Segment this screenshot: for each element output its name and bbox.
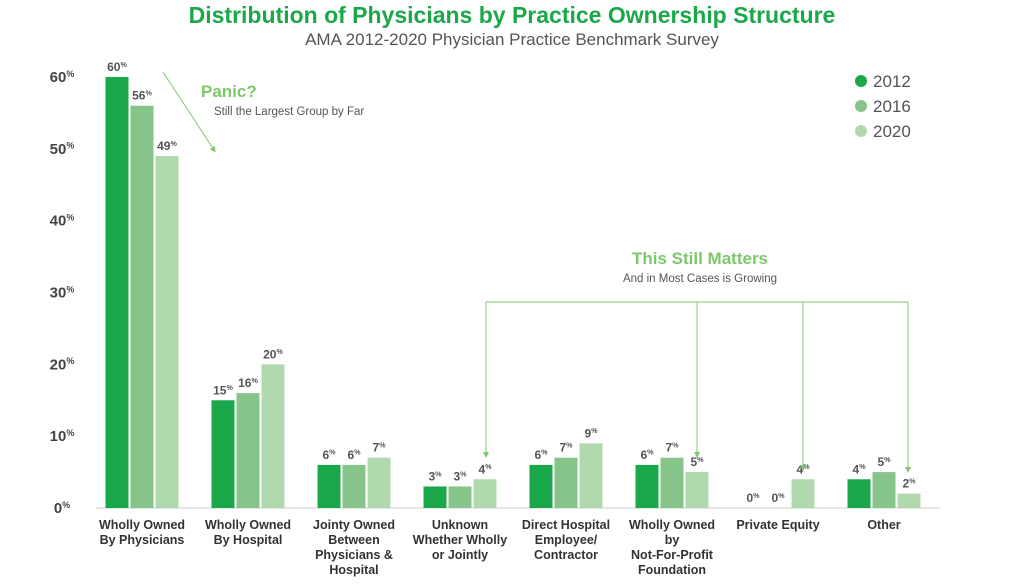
category-label: Employee/: [535, 533, 598, 547]
category-label: Wholly Owned: [205, 518, 291, 532]
data-label: 15%: [213, 383, 233, 397]
bar-2020: [473, 479, 497, 508]
data-label: 3%: [453, 469, 467, 483]
bar-2012: [317, 464, 341, 508]
data-label: 9%: [584, 426, 598, 440]
y-tick-label: 10%: [50, 428, 75, 445]
data-label: 60%: [107, 60, 127, 74]
annotation-text: Still the Largest Group by Far: [214, 106, 364, 118]
data-label: 20%: [263, 347, 283, 361]
bar-2020: [367, 457, 391, 508]
category-label: Wholly Owned: [629, 518, 715, 532]
category-label: Other: [867, 518, 900, 532]
bar-2020: [579, 443, 603, 508]
category-label: Physicians &: [315, 548, 393, 562]
category-label: Whether Wholly: [413, 533, 507, 547]
category-label: By Hospital: [214, 533, 283, 547]
bar-2020: [155, 156, 179, 508]
category-label: Unknown: [432, 518, 488, 532]
category-label: Wholly Owned: [99, 518, 185, 532]
data-label: 6%: [640, 448, 654, 462]
data-label: 4%: [852, 462, 866, 476]
data-label: 6%: [534, 448, 548, 462]
bar-2012: [423, 486, 447, 508]
category-label: By Physicians: [100, 533, 185, 547]
chart-title: Distribution of Physicians by Practice O…: [188, 2, 836, 28]
data-label: 7%: [372, 441, 386, 455]
bar-2016: [130, 105, 154, 508]
category-label: Not-For-Profit: [631, 548, 714, 562]
category-label: Foundation: [638, 563, 706, 577]
bar-2016: [448, 486, 472, 508]
y-tick-label: 60%: [50, 69, 75, 86]
data-label: 3%: [428, 469, 442, 483]
y-tick-label: 0%: [54, 500, 70, 517]
data-label: 5%: [877, 455, 891, 469]
y-tick-label: 30%: [50, 284, 75, 301]
data-label: 7%: [665, 441, 679, 455]
legend-label: 2016: [873, 97, 911, 116]
data-label: 4%: [478, 462, 492, 476]
category-label: or Jointly: [432, 548, 488, 562]
category-label: Private Equity: [736, 518, 819, 532]
y-tick-label: 20%: [50, 356, 75, 373]
legend-label: 2012: [873, 72, 911, 91]
bar-2012: [529, 464, 553, 508]
annotation-arrow: [162, 71, 216, 153]
data-label: 0%: [771, 491, 785, 505]
annotation-title: This Still Matters: [632, 249, 768, 268]
bar-2020: [261, 364, 285, 508]
bar-2012: [105, 77, 129, 508]
data-label: 5%: [690, 455, 704, 469]
category-label: Between: [328, 533, 379, 547]
category-label: by: [665, 533, 680, 547]
chart-subtitle: AMA 2012-2020 Physician Practice Benchma…: [305, 30, 719, 49]
bar-2016: [236, 393, 260, 508]
legend-marker: [855, 125, 867, 137]
legend-label: 2020: [873, 122, 911, 141]
annotation-title: Panic?: [201, 82, 257, 101]
category-label: Hospital: [329, 563, 378, 577]
bar-2016: [872, 472, 896, 508]
data-label: 7%: [559, 441, 573, 455]
legend-marker: [855, 75, 867, 87]
data-label: 56%: [132, 89, 152, 103]
bar-2020: [897, 493, 921, 508]
bar-2012: [847, 479, 871, 508]
data-label: 16%: [238, 376, 258, 390]
bar-2020: [685, 472, 709, 508]
data-label: 6%: [347, 448, 361, 462]
bar-2012: [211, 400, 235, 508]
category-label: Jointy Owned: [313, 518, 395, 532]
bar-2020: [791, 479, 815, 508]
legend-marker: [855, 100, 867, 112]
annotation-text: And in Most Cases is Growing: [623, 273, 777, 285]
data-label: 0%: [746, 491, 760, 505]
data-label: 2%: [902, 476, 916, 490]
bar-2016: [342, 464, 366, 508]
data-label: 49%: [157, 139, 177, 153]
category-label: Contractor: [534, 548, 598, 562]
bar-2016: [554, 457, 578, 508]
data-label: 6%: [322, 448, 336, 462]
y-tick-label: 50%: [50, 141, 75, 158]
bar-2012: [635, 464, 659, 508]
y-tick-label: 40%: [50, 212, 75, 229]
bar-2016: [660, 457, 684, 508]
category-label: Direct Hospital: [522, 518, 610, 532]
